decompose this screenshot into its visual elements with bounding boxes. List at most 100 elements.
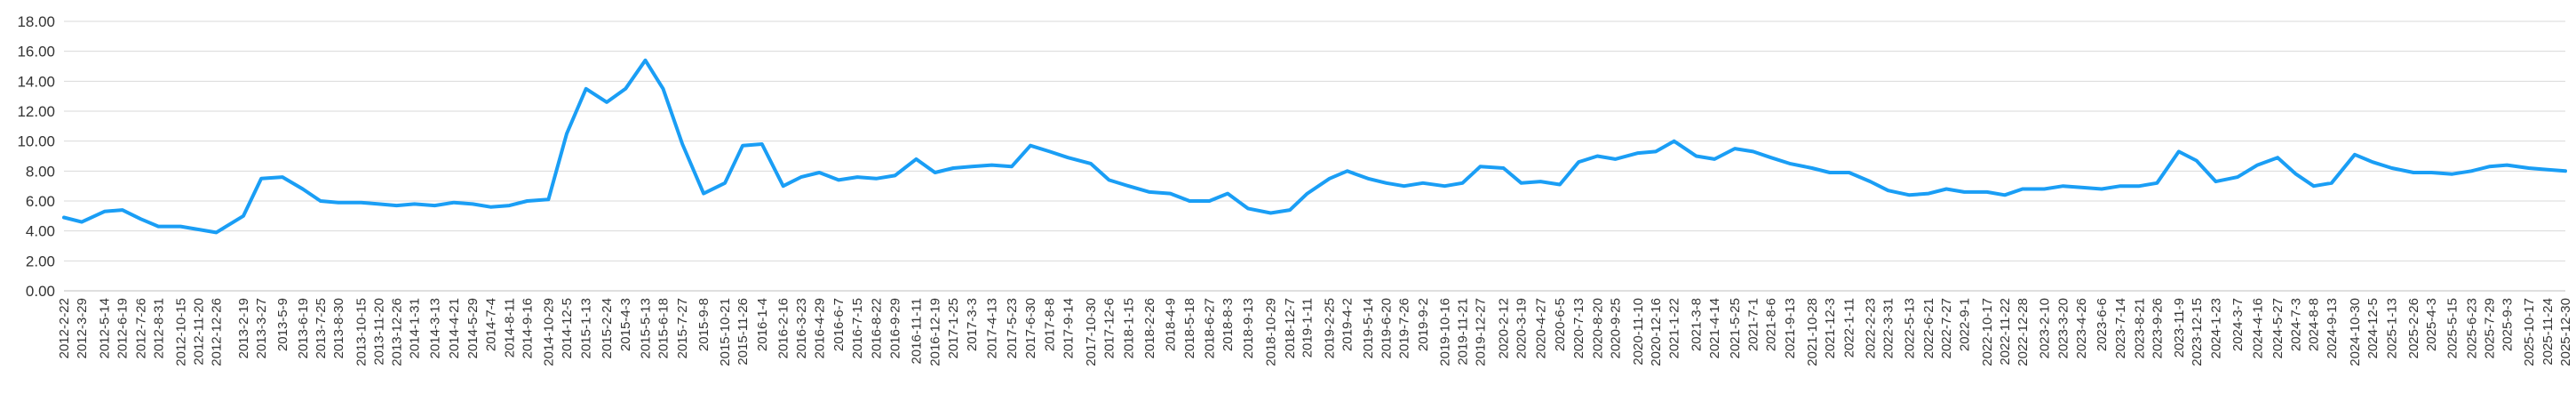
x-tick-label: 2021-8-6: [1764, 298, 1779, 351]
x-tick-label: 2016-12-19: [928, 298, 943, 366]
x-tick-label: 2012-11-20: [191, 298, 206, 366]
x-tick-label: 2016-11-11: [909, 298, 924, 365]
x-tick-label: 2020-8-20: [1590, 298, 1605, 358]
x-tick-label: 2021-12-3: [1823, 298, 1838, 358]
x-tick-label: 2019-12-27: [1473, 298, 1488, 366]
x-tick-label: 2022-11-22: [1998, 298, 2013, 366]
x-tick-label: 2019-9-2: [1416, 298, 1431, 351]
x-tick-label: 2023-3-20: [2056, 298, 2071, 358]
x-tick-label: 2021-10-28: [1805, 298, 1820, 366]
x-tick-label: 2012-7-26: [133, 298, 148, 358]
x-tick-label: 2022-3-31: [1881, 298, 1896, 358]
x-tick-label: 2020-2-12: [1497, 298, 1512, 358]
x-tick-label: 2018-8-3: [1220, 298, 1236, 351]
x-tick-label: 2023-4-26: [2074, 298, 2089, 358]
x-tick-label: 2024-4-16: [2250, 298, 2265, 358]
x-tick-label: 2017-1-25: [946, 298, 961, 358]
x-tick-label: 2023-8-21: [2132, 298, 2147, 358]
x-tick-label: 2015-7-27: [675, 298, 690, 358]
x-tick-label: 2025-7-29: [2482, 298, 2497, 358]
x-tick-label: 2016-6-7: [831, 298, 847, 351]
x-tick-label: 2014-4-21: [447, 298, 462, 358]
x-tick-label: 2015-6-18: [656, 298, 672, 358]
x-tick-label: 2024-5-27: [2270, 298, 2286, 358]
x-tick-label: 2020-9-25: [1608, 298, 1623, 358]
x-tick-label: 2014-5-29: [465, 298, 481, 358]
x-tick-label: 2018-9-13: [1241, 298, 1256, 358]
x-tick-label: 2018-10-29: [1263, 298, 1278, 366]
x-tick-label: 2022-7-27: [1939, 298, 1954, 358]
x-tick-label: 2025-11-24: [2540, 298, 2556, 366]
x-tick-label: 2020-7-13: [1571, 298, 1586, 358]
x-tick-label: 2018-4-9: [1163, 298, 1178, 351]
x-tick-label: 2021-9-13: [1783, 298, 1798, 358]
x-tick-label: 2021-3-8: [1690, 298, 1705, 351]
x-tick-label: 2022-12-28: [2015, 298, 2031, 366]
y-tick-label: 10.00: [17, 133, 55, 150]
x-tick-label: 2021-1-22: [1667, 298, 1682, 358]
x-tick-label: 2015-11-26: [735, 298, 751, 366]
x-tick-label: 2012-8-31: [151, 298, 166, 358]
x-tick-label: 2025-12-30: [2558, 298, 2573, 366]
x-tick-label: 2025-9-3: [2500, 298, 2515, 351]
x-tick-label: 2014-12-5: [560, 298, 575, 358]
x-tick-label: 2022-6-21: [1921, 298, 1936, 358]
y-tick-label: 6.00: [26, 193, 55, 210]
x-tick-label: 2016-2-16: [776, 298, 791, 358]
x-tick-label: 2022-2-23: [1864, 298, 1879, 358]
x-tick-label: 2017-3-3: [965, 298, 980, 351]
x-tick-label: 2023-6-6: [2095, 298, 2110, 351]
x-tick-label: 2020-4-27: [1533, 298, 1548, 358]
x-tick-label: 2018-2-26: [1142, 298, 1157, 358]
x-tick-label: 2013-11-20: [372, 298, 387, 366]
x-tick-label: 2017-9-14: [1061, 298, 1076, 358]
x-tick-label: 2024-7-3: [2289, 298, 2304, 351]
x-tick-label: 2020-12-16: [1649, 298, 1664, 366]
x-tick-label: 2013-6-19: [296, 298, 311, 358]
x-tick-label: 2012-5-14: [98, 298, 113, 358]
x-tick-label: 2024-12-5: [2365, 298, 2381, 358]
x-tick-label: 2018-12-7: [1283, 298, 1298, 358]
x-tick-label: 2013-3-27: [254, 298, 269, 358]
x-tick-label: 2016-9-29: [888, 298, 903, 358]
x-tick-label: 2015-4-3: [618, 298, 633, 351]
x-tick-label: 2017-5-23: [1005, 298, 1020, 358]
y-tick-label: 18.00: [17, 13, 55, 30]
y-tick-label: 4.00: [26, 223, 55, 240]
x-tick-label: 2016-1-4: [755, 298, 770, 351]
x-tick-label: 2012-6-19: [115, 298, 131, 358]
x-tick-label: 2012-10-15: [173, 298, 188, 366]
x-tick-label: 2019-6-20: [1379, 298, 1395, 358]
x-tick-label: 2017-8-8: [1043, 298, 1058, 351]
x-tick-label: 2015-5-13: [638, 298, 653, 358]
x-tick-label: 2016-3-23: [794, 298, 809, 358]
x-tick-label: 2022-10-17: [1980, 298, 1995, 366]
x-tick-label: 2013-2-19: [236, 298, 251, 358]
x-tick-label: 2012-2-22: [57, 298, 72, 358]
x-tick-label: 2014-10-29: [541, 298, 556, 366]
x-tick-label: 2015-1-13: [579, 298, 594, 358]
x-tick-label: 2019-5-14: [1361, 298, 1376, 358]
x-tick-label: 2023-7-14: [2113, 298, 2128, 358]
x-tick-label: 2013-12-26: [390, 298, 405, 366]
x-tick-label: 2012-12-26: [209, 298, 224, 366]
x-tick-label: 2020-3-19: [1515, 298, 1530, 358]
x-tick-label: 2020-11-10: [1631, 298, 1646, 366]
x-tick-label: 2019-2-25: [1323, 298, 1338, 358]
x-tick-label: 2014-9-16: [520, 298, 535, 358]
x-tick-label: 2017-4-13: [985, 298, 1000, 358]
series-layer: [62, 58, 2567, 235]
x-tick-label: 2024-3-7: [2230, 298, 2246, 351]
x-tick-label: 2019-4-2: [1340, 298, 1356, 351]
x-tick-label: 2012-3-29: [75, 298, 90, 358]
x-tick-label: 2024-9-13: [2325, 298, 2340, 358]
x-tick-label: 2025-1-13: [2385, 298, 2400, 358]
x-tick-label: 2014-8-11: [502, 298, 517, 358]
x-tick-label: 2017-10-30: [1084, 298, 1099, 366]
x-tick-label: 2019-11-21: [1455, 298, 1470, 366]
x-tick-label: 2013-10-15: [354, 298, 369, 366]
x-tick-label: 2025-4-3: [2424, 298, 2439, 351]
x-tick-label: 2024-1-23: [2209, 298, 2224, 358]
x-tick-label: 2022-5-13: [1902, 298, 1917, 358]
